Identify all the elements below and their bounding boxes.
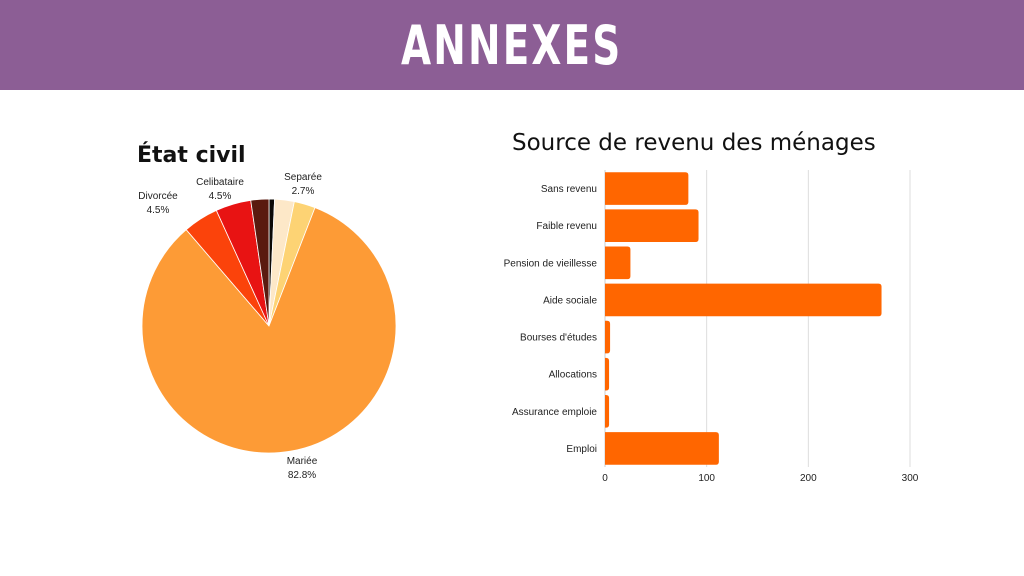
category-label-emploi: Emploi (566, 444, 597, 455)
category-label-allocations: Allocations (549, 370, 597, 381)
pie-value-divorc-e: 4.5% (147, 205, 170, 216)
bar-bourses-d-etudes (605, 320, 611, 354)
pie-chart-title: État civil (137, 143, 246, 168)
category-label-assurance-emploie: Assurance emploie (512, 407, 597, 418)
bar-pension-de-vieillesse (605, 246, 631, 280)
category-label-aide-sociale: Aide sociale (543, 295, 597, 306)
x-tick-0: 0 (602, 473, 608, 484)
title-banner: ANNEXES (0, 0, 1024, 90)
pie-label-mari-e: Mariée (287, 456, 318, 467)
bar-sans-revenu (605, 172, 689, 205)
pie-value-celibataire: 4.5% (209, 191, 232, 202)
pie-chart: Mariée 82.8% Divorcée 4.5% Celibataire 4.5% Se… (138, 172, 397, 481)
bar-allocations (605, 357, 610, 391)
pie-slice-unlabeled-3 (250, 198, 270, 327)
category-label-faible-revenu: Faible revenu (536, 221, 597, 232)
category-label-pension-de-vieillesse: Pension de vieillesse (504, 258, 598, 269)
pie-label-separ-e: Separée (284, 172, 322, 183)
pie-value-mari-e: 82.8% (288, 470, 316, 481)
pie-label-divorc-e: Divorcée (138, 191, 178, 202)
bar-emploi (605, 432, 719, 465)
x-tick-300: 300 (902, 473, 919, 484)
bar-faible-revenu (605, 209, 699, 243)
x-tick-100: 100 (698, 473, 715, 484)
category-label-bourses-d-etudes: Bourses d'études (520, 333, 597, 344)
page-title: ANNEXES (401, 13, 623, 77)
bar-aide-sociale (605, 283, 882, 317)
x-tick-200: 200 (800, 473, 817, 484)
pie-value-separ-e: 2.7% (292, 186, 315, 197)
pie-slice-mari-e (141, 207, 397, 454)
category-label-sans-revenu: Sans revenu (541, 184, 597, 195)
bar-assurance-emploie (605, 394, 610, 428)
pie-label-celibataire: Celibataire (196, 177, 244, 188)
bar-chart-title: Source de revenu des ménages (512, 130, 876, 156)
bar-chart: Sans revenu Faible revenu Pension de vieil… (504, 170, 919, 484)
